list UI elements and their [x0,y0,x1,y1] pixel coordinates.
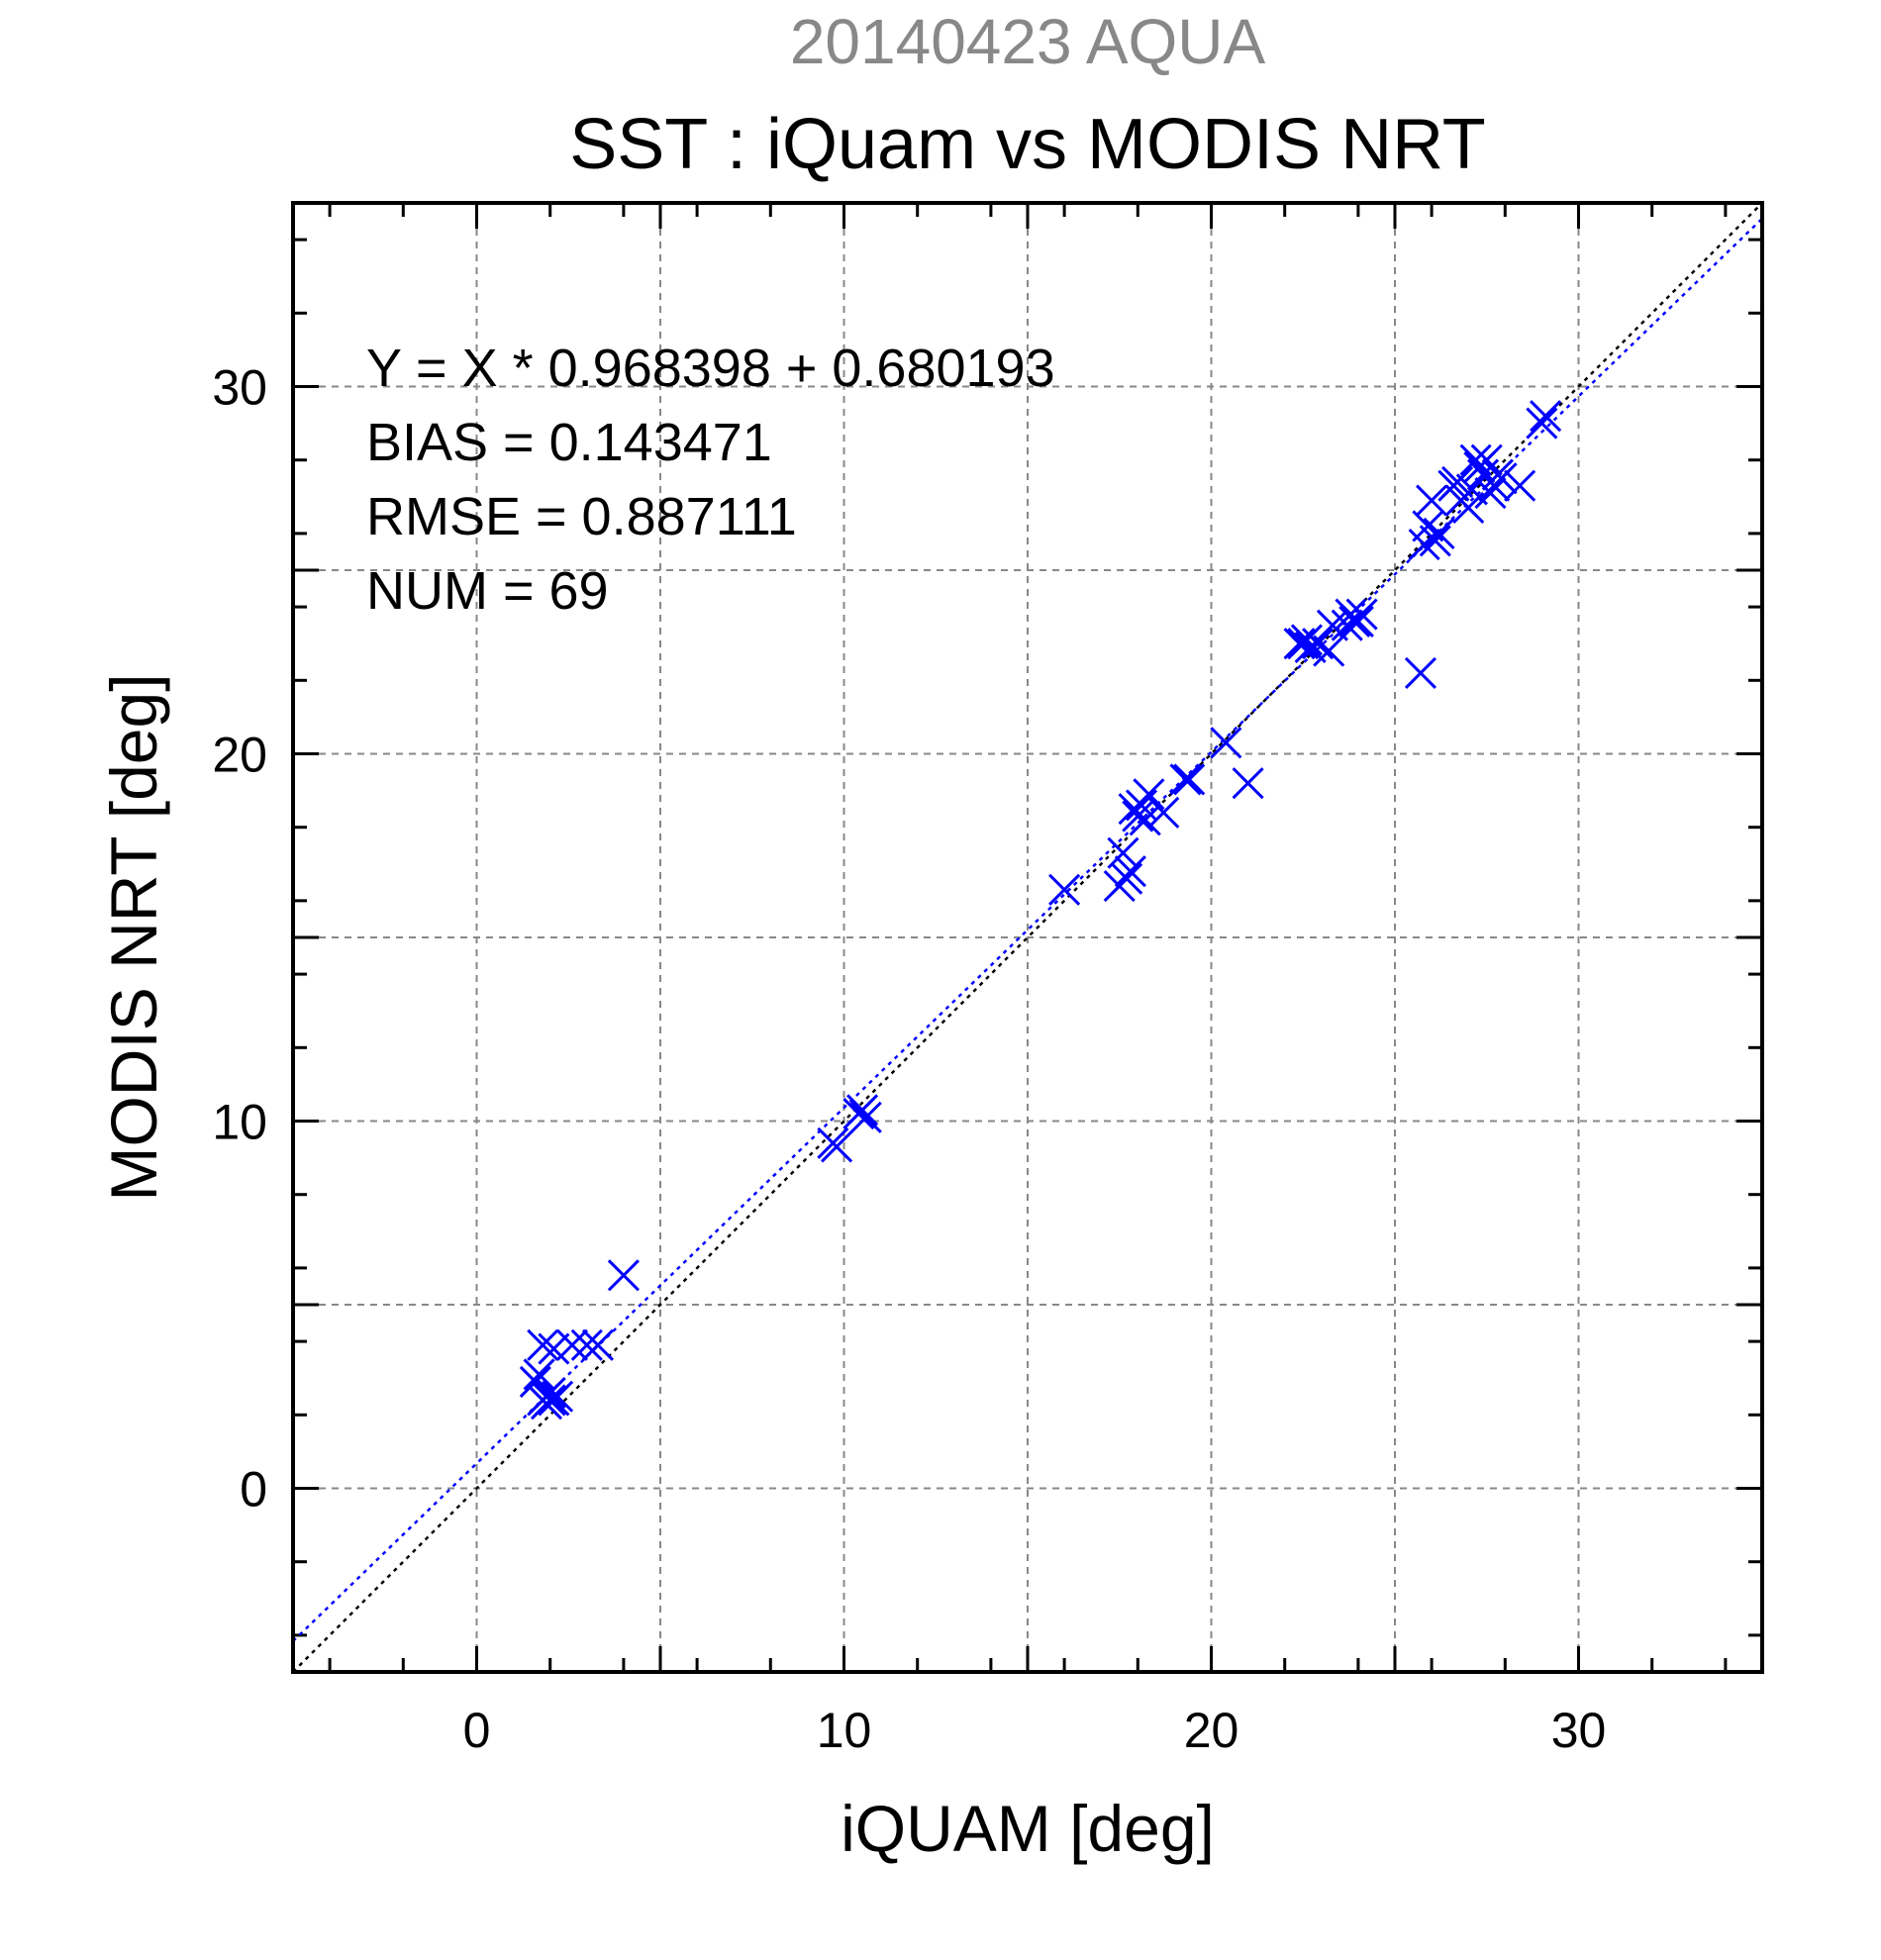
y-tick-label: 20 [212,728,267,783]
data-point [1290,624,1324,656]
data-point [1504,469,1536,502]
x-axis-label: iQUAM [deg] [841,1792,1215,1865]
data-point [1210,727,1242,759]
data-point [1526,407,1558,440]
data-point [1048,873,1081,906]
stats-annotation: Y = X * 0.968398 + 0.680193 BIAS = 0.143… [366,339,1055,621]
data-point [1129,804,1161,836]
chart-subtitle: 20140423 AQUA [790,6,1266,77]
data-point [1173,763,1206,796]
data-point [1114,855,1146,888]
chart-title: SST : iQuam vs MODIS NRT [569,105,1486,184]
regression-equation: Y = X * 0.968398 + 0.680193 [366,339,1055,398]
x-tick-label: 0 [463,1703,491,1758]
y-tick-label: 10 [212,1095,267,1150]
data-point [849,1101,882,1133]
y-axis-label: MODIS NRT [deg] [97,673,170,1201]
data-point [1313,635,1345,667]
x-tick-labels: 0 10 20 30 [463,1703,1607,1758]
data-point [1530,400,1562,433]
data-point [1345,598,1378,631]
y-tick-label: 0 [240,1462,267,1518]
num-value: NUM = 69 [366,561,609,621]
data-point [1331,609,1363,641]
data-point [523,1358,555,1391]
data-point [534,1384,566,1417]
data-point [1459,443,1492,476]
data-point [555,1328,589,1361]
data-point [1107,836,1139,869]
data-point [1111,862,1143,895]
data-point [527,1328,559,1361]
data-point [1416,484,1448,517]
data-point [1441,465,1474,499]
data-point [570,1328,603,1361]
grid-lines [293,203,1762,1672]
rmse-value: RMSE = 0.887111 [366,487,797,546]
data-point [1169,763,1202,796]
data-point [1470,443,1503,476]
data-point [1474,477,1507,510]
identity-line [293,203,1762,1672]
data-point [542,1380,574,1413]
data-point [1122,800,1154,833]
data-point [1133,778,1165,811]
data-point [845,1094,879,1127]
data-point [1404,656,1437,689]
bias-value: BIAS = 0.143471 [366,413,772,472]
data-point [1147,796,1180,829]
data-point [1452,491,1485,524]
data-point [1408,528,1440,561]
data-point [1341,605,1374,638]
y-tick-labels: 0 10 20 30 [212,360,267,1518]
x-tick-label: 30 [1551,1703,1607,1758]
data-point [581,1328,614,1361]
data-points [519,400,1562,1421]
data-point [538,1332,570,1365]
data-point [1423,517,1455,549]
data-point [607,1259,640,1292]
x-tick-label: 10 [817,1703,872,1758]
y-tick-label: 30 [212,360,267,416]
x-tick-label: 20 [1184,1703,1239,1758]
plot-frame [291,201,1764,1674]
data-point [1232,767,1264,800]
data-point [1485,462,1518,495]
data-point [821,1130,853,1163]
data-point [534,1376,566,1410]
data-point [1419,525,1451,557]
